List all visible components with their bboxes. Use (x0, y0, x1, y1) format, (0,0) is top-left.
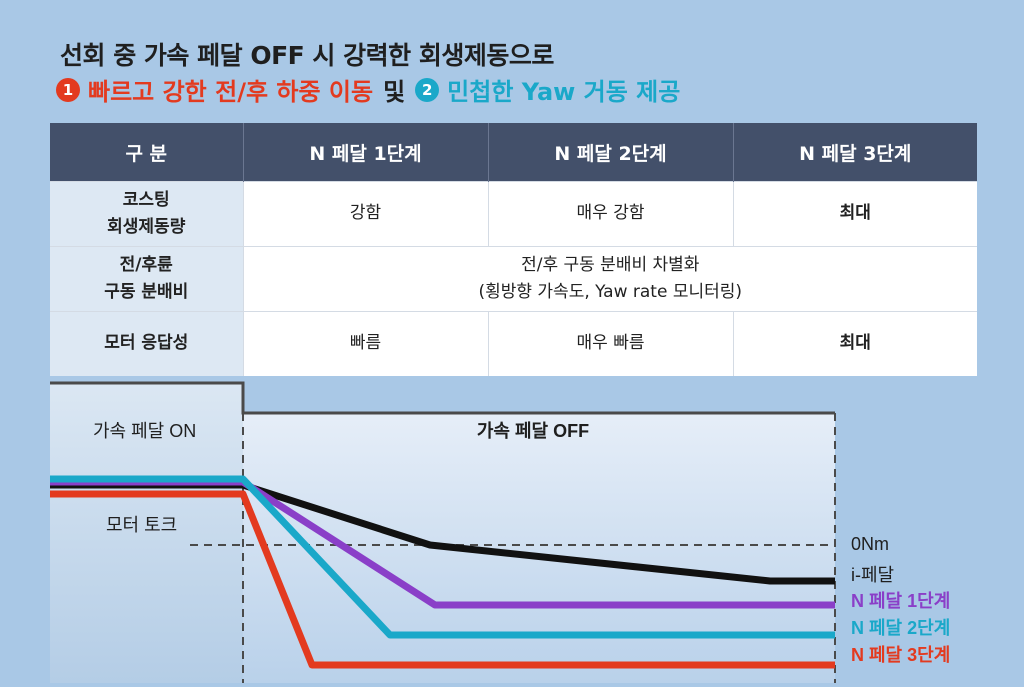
table-merged-cell: 전/후 구동 분배비 차별화 (횡방향 가속도, Yaw rate 모니터링) (243, 246, 977, 312)
page-title: 선회 중 가속 페달 OFF 시 강력한 회생제동으로 (60, 41, 554, 70)
merged-cell-line: (횡방향 가속도, Yaw rate 모니터링) (478, 282, 743, 302)
reference-label: 0Nm (851, 534, 889, 554)
table-header-row: 구 분 N 페달 1단계 N 페달 2단계 N 페달 3단계 (50, 123, 977, 182)
region-on-label: 가속 페달 ON (93, 421, 196, 441)
table-cell: 최대 (733, 181, 977, 247)
merged-cell-line: 전/후 구동 분배비 차별화 (521, 254, 700, 275)
page-subtitle: 1 빠르고 강한 전/후 하중 이동 및 2 민첩한 Yaw 거동 제공 (56, 72, 680, 107)
series-label-4: N 페달 3단계 (851, 645, 950, 665)
row-label-line: 구동 분배비 (104, 282, 189, 302)
table-header-cell: N 페달 3단계 (733, 123, 977, 182)
series-label-layer: i-페달 N 페달 1단계 N 페달 2단계 N 페달 3단계 (851, 565, 950, 665)
table-cell: 매우 강함 (488, 181, 734, 247)
torque-chart: 가속 페달 ON 가속 페달 OFF 모터 토크 0Nm i-페달 N 페달 1단… (0, 370, 1024, 683)
subtitle-item-1: 빠르고 강한 전/후 하중 이동 (88, 78, 374, 106)
series-label-3: N 페달 2단계 (851, 618, 950, 638)
y-axis-label: 모터 토크 (106, 515, 177, 535)
series-label-1: i-페달 (851, 565, 894, 585)
series-line-3 (50, 475, 835, 639)
table-cell: 매우 빠름 (488, 311, 734, 376)
table-header-cell: 구 분 (50, 123, 244, 182)
table-header-cell: N 페달 2단계 (488, 123, 734, 182)
table-cell: 강함 (243, 181, 489, 247)
series-label-2: N 페달 1단계 (851, 591, 950, 611)
series-line-4 (50, 490, 835, 669)
region-off-label: 가속 페달 OFF (477, 421, 589, 441)
row-label-line: 코스팅 (122, 189, 170, 210)
region-off-bg (243, 413, 835, 683)
table-cell: 최대 (733, 311, 977, 376)
series-layer (50, 475, 835, 669)
torque-chart-svg: 가속 페달 ON 가속 페달 OFF 모터 토크 0Nm i-페달 N 페달 1단… (50, 381, 950, 683)
table-header-cell: N 페달 1단계 (243, 123, 489, 182)
row-label-line: 전/후륜 (119, 254, 173, 275)
subtitle-connector: 및 (383, 78, 406, 106)
region-on-bg (50, 383, 243, 683)
subtitle-item-2: 민첩한 Yaw 거동 제공 (447, 78, 681, 106)
row-label: 모터 응답성 (50, 311, 244, 376)
table-row: 모터 응답성 빠름 매우 빠름 최대 (50, 311, 977, 376)
pedal-signal-line (50, 381, 835, 415)
row-label-line: 회생제동량 (107, 217, 186, 237)
table-cell: 빠름 (243, 311, 489, 376)
number-badge-1: 1 (56, 77, 80, 102)
number-badge-2: 2 (415, 77, 440, 102)
